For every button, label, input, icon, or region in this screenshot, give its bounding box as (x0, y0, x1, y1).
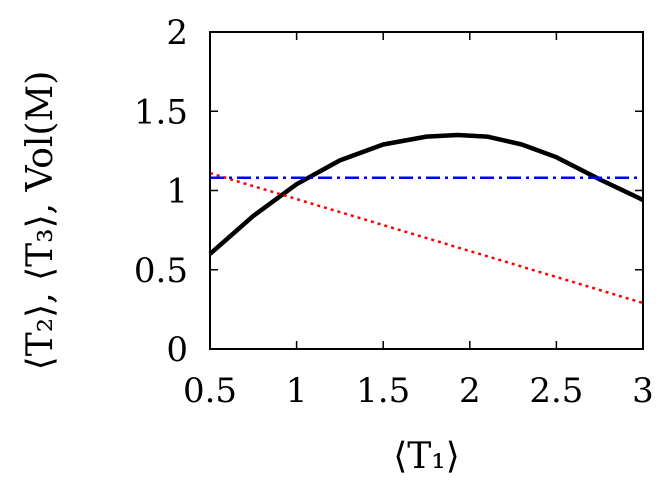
y-tick-label: 2 (166, 13, 188, 53)
ticks-layer (209, 31, 644, 350)
y-tick-label: 1.5 (134, 92, 188, 132)
x-axis-label: ⟨T₁⟩ (393, 436, 460, 477)
x-tick-label: 1.5 (356, 371, 410, 411)
x-tick-label: 2.5 (529, 371, 583, 411)
y-tick-label: 1 (166, 172, 188, 212)
series-layer (208, 132, 644, 305)
y-axis-label: ⟨T₂⟩, ⟨T₃⟩, Vol(M) (20, 71, 61, 371)
y-tick-label: 0.5 (134, 251, 188, 291)
plot-frame (209, 31, 644, 350)
x-tick-label: 1 (286, 371, 308, 411)
x-tick-label: 2 (459, 371, 481, 411)
series-line-2 (209, 171, 644, 305)
x-tick-label: 3 (632, 371, 654, 411)
tick-labels-layer: 0.5 1 1.5 2 2.5 300.511.52 (134, 13, 654, 411)
series-line-1 (208, 132, 644, 256)
y-tick-label: 0 (166, 330, 188, 370)
x-tick-label: 0.5 (183, 371, 237, 411)
